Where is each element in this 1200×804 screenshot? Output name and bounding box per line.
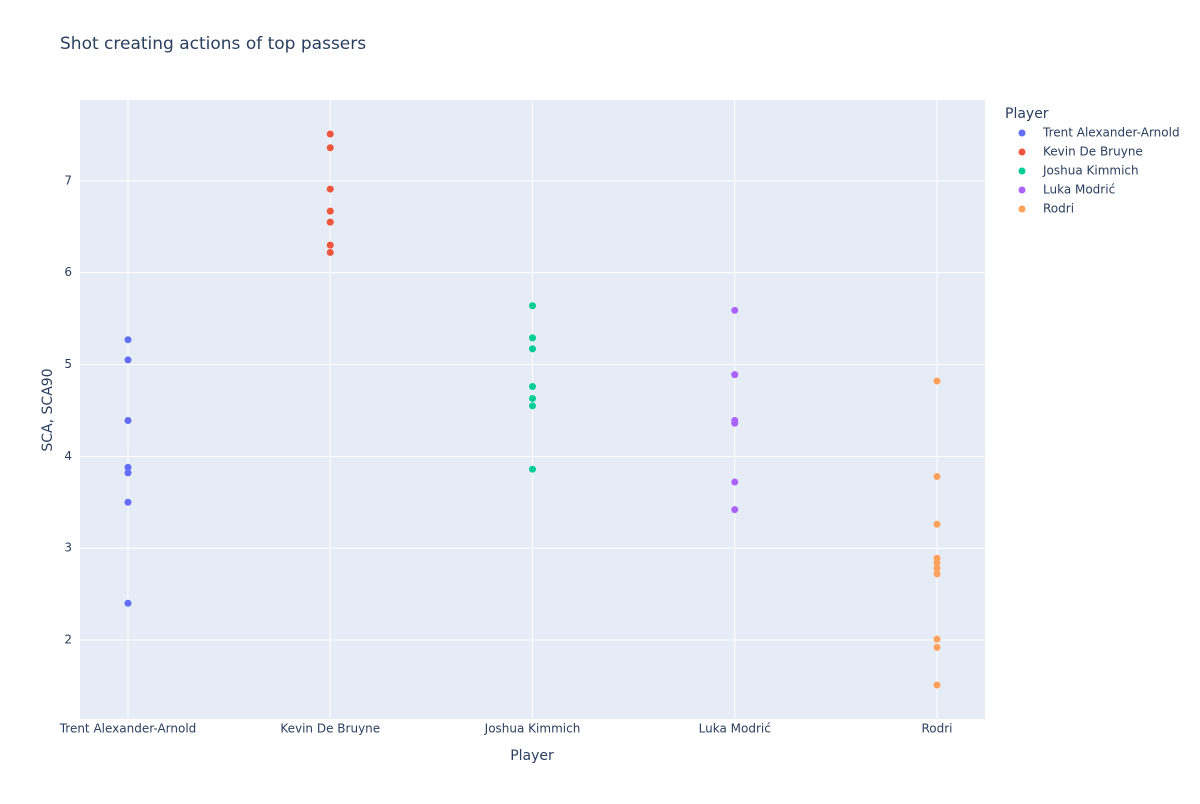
x-tick-label: Rodri [921,722,952,736]
y-tick-label: 4 [64,449,72,463]
legend-label: Rodri [1043,202,1074,216]
legend-title: Player [1005,106,1049,122]
data-point [933,520,941,528]
data-point [124,498,132,506]
data-point [326,248,334,256]
data-point [731,506,739,514]
data-point [731,306,739,314]
legend-marker [1018,205,1026,213]
data-point [933,681,941,689]
data-point [124,356,132,364]
x-tick-label: Trent Alexander-Arnold [59,722,197,736]
data-point [529,345,536,353]
x-tick-label: Kevin De Bruyne [280,722,380,736]
data-point [933,473,941,481]
legend-marker [1018,167,1026,175]
x-axis-title: Player [510,748,554,764]
data-point [326,130,334,138]
data-point [731,419,739,427]
data-point [529,383,536,391]
data-point [933,564,941,572]
data-point [529,302,536,310]
data-point [124,417,132,425]
data-point [326,185,334,193]
chart-title: Shot creating actions of top passers [60,34,366,54]
data-point [124,469,132,477]
x-tick-label: Joshua Kimmich [484,722,581,736]
y-tick-label: 2 [64,633,72,647]
legend-label: Trent Alexander-Arnold [1042,126,1180,140]
legend-marker [1018,186,1026,194]
data-point [124,336,132,344]
y-axis-title: SCA, SCA90 [40,368,56,451]
data-point [326,241,334,249]
y-tick-label: 5 [64,357,72,371]
data-point [326,144,334,152]
data-point [529,394,536,402]
data-point [529,334,536,342]
data-point [731,478,739,486]
data-point [933,559,941,567]
data-point [529,402,536,410]
data-point [124,599,132,607]
data-point [529,465,536,473]
data-point [933,570,941,578]
y-tick-label: 6 [64,265,72,279]
y-tick-label: 3 [64,541,72,555]
data-point [326,218,334,226]
y-tick-label: 7 [64,173,72,187]
legend-label: Luka Modrić [1043,183,1115,197]
data-point [933,635,941,643]
data-point [124,463,132,471]
x-tick-label: Luka Modrić [699,722,771,736]
data-point [326,207,334,215]
data-point [731,371,739,379]
data-point [933,643,941,651]
legend-label: Joshua Kimmich [1042,164,1139,178]
legend-marker [1018,129,1026,137]
data-point [933,377,941,385]
legend-label: Kevin De Bruyne [1043,145,1143,159]
legend-marker [1018,148,1026,156]
